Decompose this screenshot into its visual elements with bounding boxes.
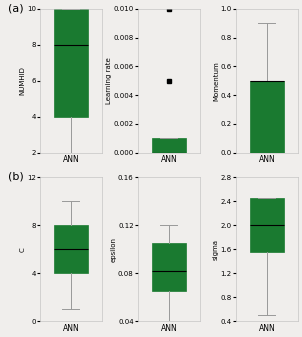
Y-axis label: sigma: sigma: [213, 239, 219, 260]
PathPatch shape: [250, 198, 284, 252]
Y-axis label: Learning rate: Learning rate: [106, 57, 112, 104]
Y-axis label: NUMHID: NUMHID: [19, 66, 25, 95]
Y-axis label: epsilon: epsilon: [111, 237, 117, 262]
Y-axis label: Momentum: Momentum: [213, 61, 219, 101]
Y-axis label: C: C: [20, 247, 26, 252]
Text: (b): (b): [8, 172, 24, 182]
PathPatch shape: [250, 81, 284, 153]
PathPatch shape: [152, 243, 186, 291]
PathPatch shape: [152, 138, 186, 153]
PathPatch shape: [54, 9, 88, 117]
PathPatch shape: [54, 225, 88, 273]
Text: (a): (a): [8, 3, 23, 13]
